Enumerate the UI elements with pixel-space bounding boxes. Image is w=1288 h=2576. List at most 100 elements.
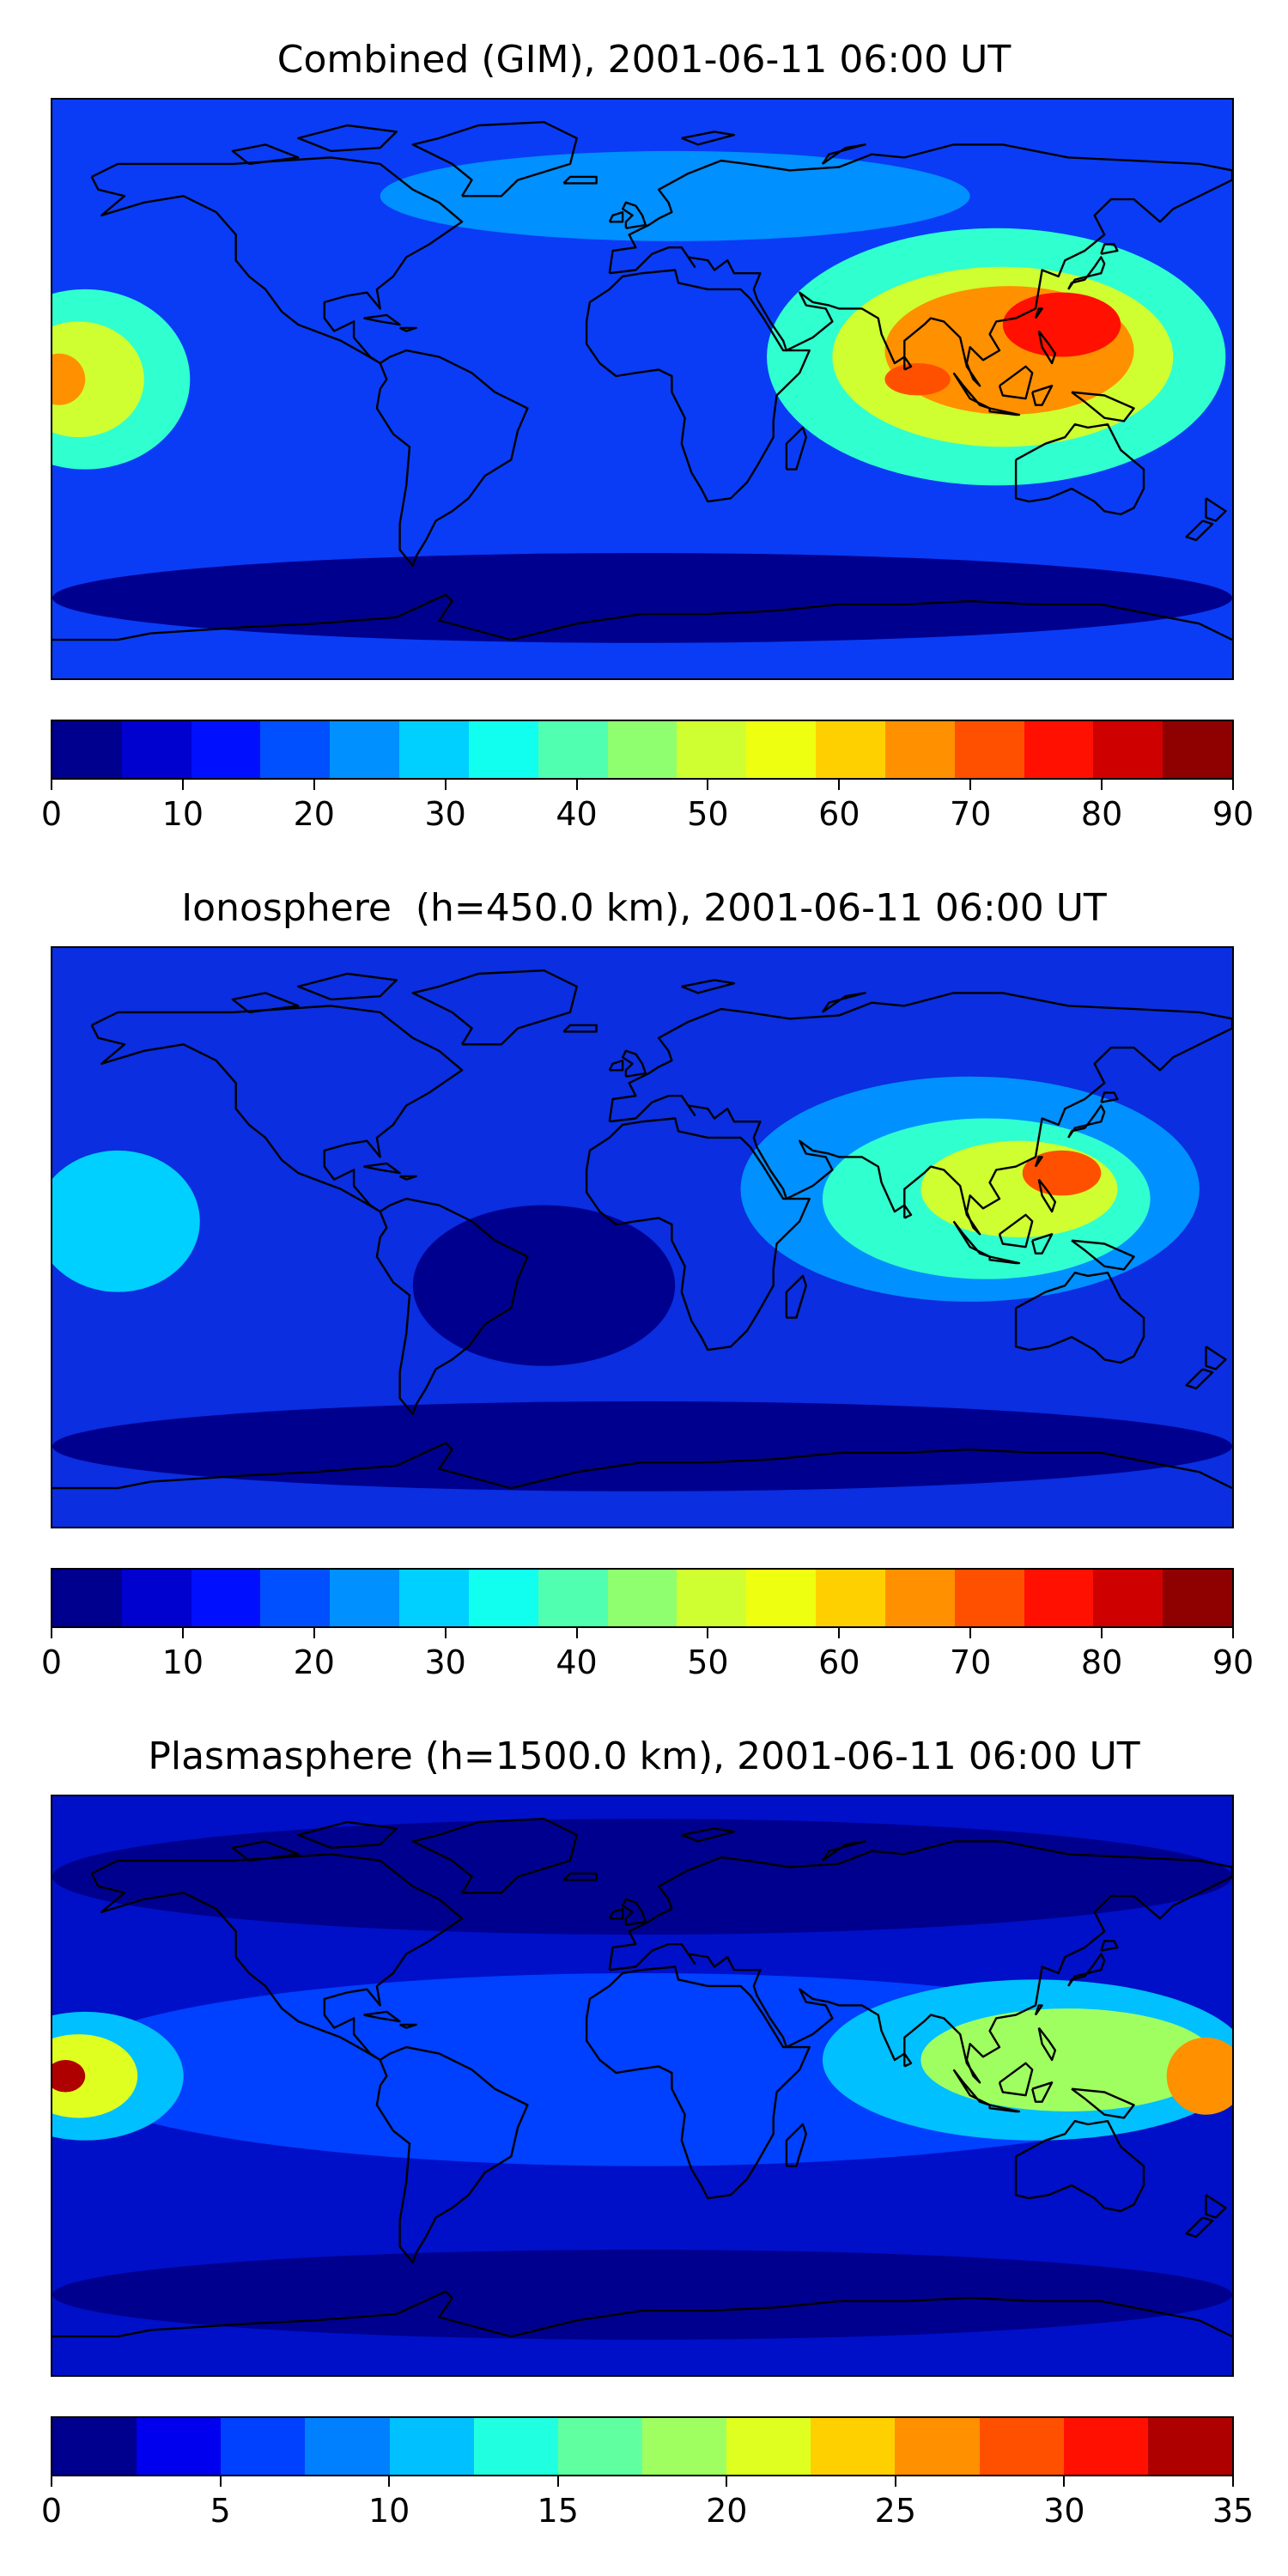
colorbar-segment: [1063, 2418, 1148, 2475]
coastline: [411, 1818, 578, 1894]
colorbar-tick-label: 70: [950, 795, 992, 833]
coastline: [608, 992, 1232, 1236]
coastline: [52, 593, 1232, 641]
colorbar-tick: [894, 2476, 896, 2487]
tec-contour: [380, 150, 970, 241]
coastline: [821, 992, 866, 1013]
colorbar-tick: [181, 1628, 184, 1638]
coastline: [608, 1840, 1232, 2084]
colorbar-segment: [1024, 1570, 1094, 1626]
colorbar-tick-label: 20: [293, 1643, 335, 1681]
tec-map: [51, 946, 1234, 1528]
coastline: [1014, 423, 1145, 516]
coastline: [52, 2290, 1232, 2338]
colorbar-tick: [969, 780, 972, 790]
coastline: [1031, 2081, 1054, 2103]
tec-map: [51, 98, 1234, 680]
colorbar-segment: [121, 721, 191, 778]
colorbar-segment: [538, 1570, 608, 1626]
tec-contour: [1166, 2037, 1232, 2115]
colorbar-segment: [221, 2418, 306, 2475]
tec-contour: [52, 2034, 138, 2118]
coastline: [903, 2052, 913, 2068]
colorbar-segment: [816, 1570, 885, 1626]
coastline: [1205, 2194, 1227, 2219]
tec-contour: [52, 321, 144, 438]
coastline: [297, 124, 398, 153]
coastline: [1071, 2087, 1135, 2119]
coastline: [585, 1965, 811, 2200]
tec-contour: [1002, 292, 1121, 357]
coastline: [952, 2069, 991, 2106]
tec-contour: [412, 1205, 676, 1366]
colorbar-segment: [52, 2418, 137, 2475]
colorbar-segment: [1163, 1570, 1233, 1626]
colorbar-segment: [979, 2418, 1064, 2475]
colorbar-tick: [444, 1628, 447, 1638]
coastline: [608, 1059, 624, 1072]
colorbar-tick: [388, 2476, 391, 2487]
colorbar-tick: [838, 1628, 841, 1638]
colorbar-tick-label: 90: [1212, 795, 1255, 833]
colorbar-segment: [1147, 2418, 1232, 2475]
colorbar-ticks: 0 10 20 30 40 50 60 70 80 90: [41, 1628, 1254, 1681]
coastline: [1037, 1178, 1057, 1213]
coastline: [1037, 2026, 1057, 2062]
coastline: [399, 326, 417, 332]
coastline: [952, 372, 991, 410]
coastline: [621, 201, 647, 229]
colorbar: [51, 2416, 1234, 2476]
panel-title: Ionosphere (h=450.0 km), 2001-06-11 06:0…: [181, 886, 1107, 930]
colorbar-segment: [399, 721, 469, 778]
coastline: [1071, 1239, 1135, 1271]
colorbar-segment: [746, 1570, 817, 1626]
colorbar-segment: [260, 1570, 331, 1626]
colorbar-tick-label: 10: [368, 2492, 410, 2530]
colorbar-segment: [1093, 721, 1163, 778]
colorbar-tick-label: 10: [161, 1643, 204, 1681]
map-svg: [52, 1796, 1232, 2375]
coastline: [562, 175, 598, 185]
coastline: [1034, 1156, 1043, 1168]
coastline: [90, 1005, 464, 1213]
colorbar-tick: [313, 780, 315, 790]
map-svg: [52, 948, 1232, 1527]
colorbar-tick-label: 40: [556, 795, 598, 833]
colorbar-tick: [1101, 1628, 1103, 1638]
colorbar-segment: [954, 1570, 1024, 1626]
colorbar-tick-label: 90: [1212, 1643, 1255, 1681]
panel-title: Combined (GIM), 2001-06-11 06:00 UT: [276, 38, 1012, 82]
coastline: [411, 121, 578, 197]
coastline: [988, 2104, 1021, 2113]
coastline: [1071, 391, 1135, 422]
coastline: [1067, 256, 1106, 290]
colorbar-segment: [191, 721, 261, 778]
coastline: [1185, 2216, 1214, 2239]
coastline: [681, 131, 736, 146]
map-svg: [52, 100, 1232, 678]
colorbar-tick-label: 10: [161, 795, 204, 833]
colorbar-segment: [52, 721, 122, 778]
coastline: [998, 1213, 1034, 1249]
colorbar-segment: [389, 2418, 474, 2475]
tec-contour: [52, 2060, 86, 2093]
coastline: [1205, 497, 1227, 522]
colorbar-tick-label: 25: [874, 2492, 917, 2530]
colorbar-tick: [1232, 2476, 1234, 2487]
coastline: [821, 143, 866, 165]
colorbar-tick: [51, 1628, 52, 1638]
coastline: [785, 426, 807, 471]
colorbar-tick-label: 20: [706, 2492, 748, 2530]
coastline: [785, 2123, 807, 2167]
coastline: [231, 992, 300, 1014]
coastline: [988, 1255, 1021, 1265]
coastline: [903, 355, 913, 371]
colorbar-tick: [51, 780, 52, 790]
tec-contour: [52, 1819, 1232, 1935]
coastline: [399, 1175, 417, 1181]
colorbar-tick: [181, 780, 184, 790]
colorbar-tick: [313, 1628, 315, 1638]
coastline: [1034, 307, 1043, 319]
colorbar-tick: [575, 1628, 578, 1638]
colorbar-tick-label: 80: [1080, 795, 1123, 833]
